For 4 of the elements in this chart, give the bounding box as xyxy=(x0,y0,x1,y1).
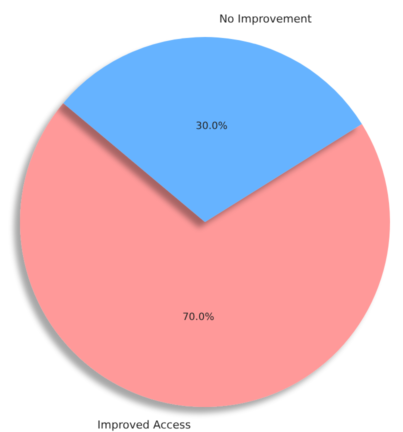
slice-label: No Improvement xyxy=(219,12,312,26)
slice-label: Improved Access xyxy=(97,418,192,432)
data-label: 30.0% xyxy=(196,121,228,132)
data-label: 70.0% xyxy=(182,312,214,323)
